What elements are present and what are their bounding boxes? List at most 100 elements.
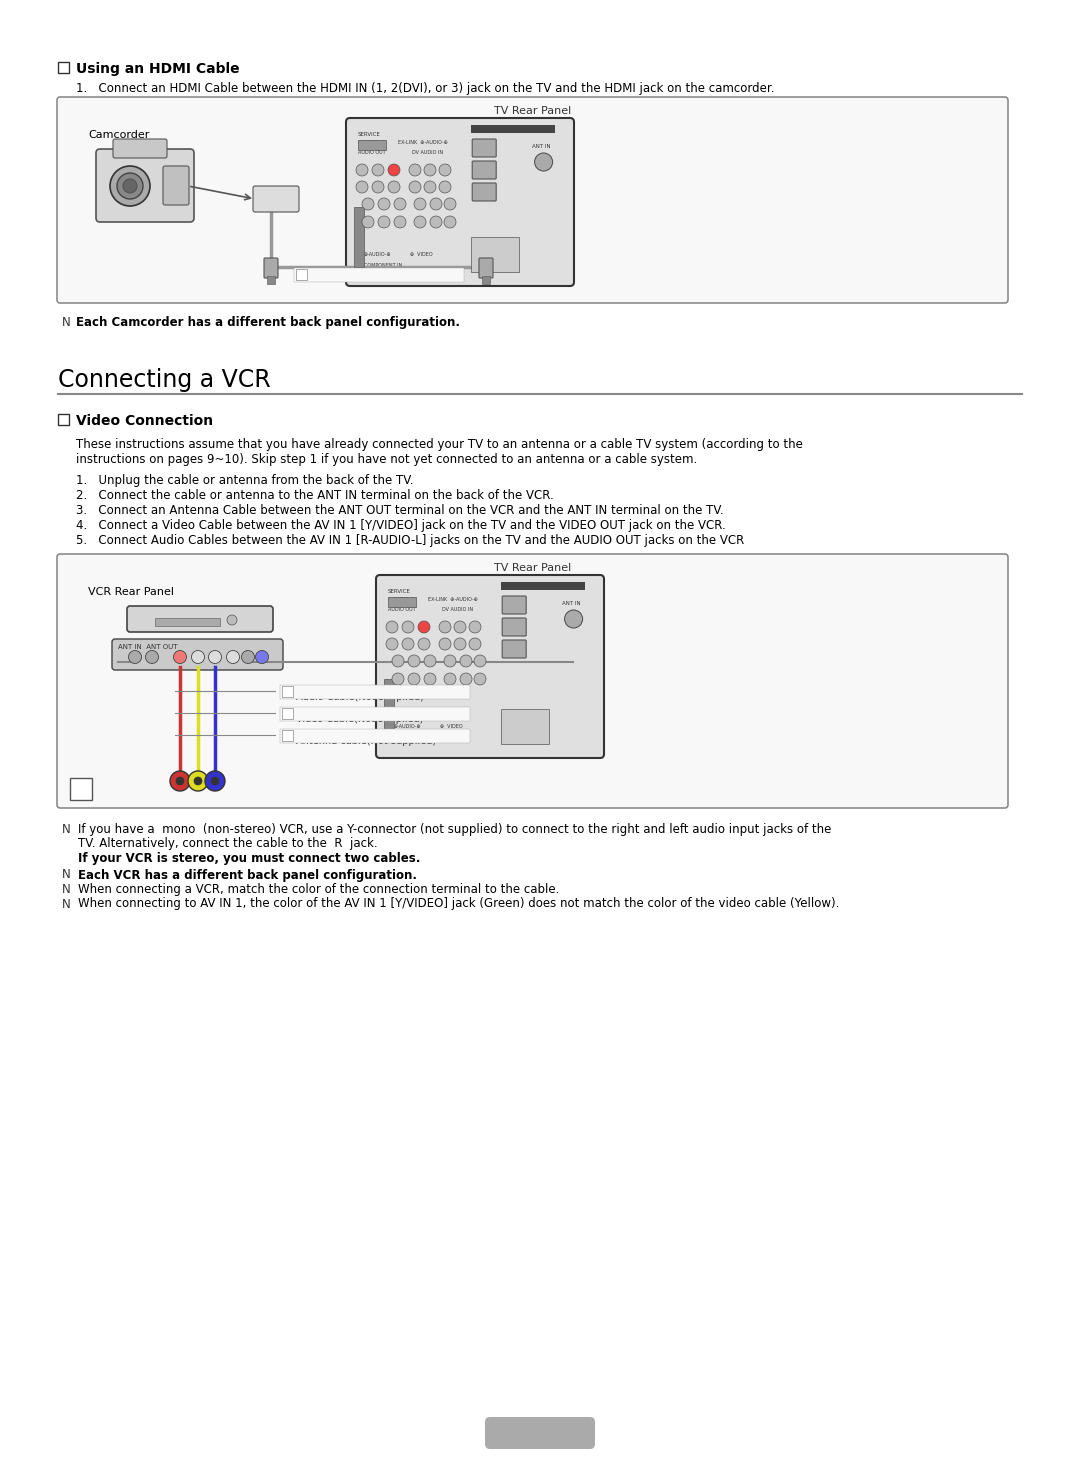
Circle shape xyxy=(378,199,390,210)
Circle shape xyxy=(176,777,184,785)
FancyBboxPatch shape xyxy=(480,258,492,279)
Circle shape xyxy=(362,216,374,228)
Text: (OPTICAL): (OPTICAL) xyxy=(504,729,525,734)
Circle shape xyxy=(402,637,414,651)
Text: Connecting a VCR: Connecting a VCR xyxy=(58,368,271,393)
Circle shape xyxy=(227,615,237,625)
Bar xyxy=(282,686,293,697)
Text: COMPONENT IN: COMPONENT IN xyxy=(364,262,403,268)
Text: ⊕-AUDIO-⊕: ⊕-AUDIO-⊕ xyxy=(357,139,386,145)
Text: 3.   Connect an Antenna Cable between the ANT OUT terminal on the VCR and the AN: 3. Connect an Antenna Cable between the … xyxy=(76,504,724,517)
Circle shape xyxy=(394,199,406,210)
Text: AUDIO OUT: AUDIO OUT xyxy=(357,150,386,156)
Text: SERVICE: SERVICE xyxy=(357,132,381,136)
Bar xyxy=(280,729,470,742)
Circle shape xyxy=(424,181,436,193)
Bar xyxy=(58,62,69,73)
Circle shape xyxy=(438,165,451,176)
Text: EX-LINK  ⊕-AUDIO-⊕: EX-LINK ⊕-AUDIO-⊕ xyxy=(399,139,448,145)
Circle shape xyxy=(129,651,141,664)
Circle shape xyxy=(414,216,426,228)
FancyBboxPatch shape xyxy=(57,96,1008,302)
Text: 4: 4 xyxy=(284,714,289,723)
Circle shape xyxy=(194,777,202,785)
Bar xyxy=(501,708,550,744)
Bar xyxy=(282,708,293,719)
Text: ⊕-AUDIO-⊕: ⊕-AUDIO-⊕ xyxy=(394,725,421,729)
Circle shape xyxy=(188,771,208,791)
Text: DIGITAL: DIGITAL xyxy=(505,713,521,717)
FancyBboxPatch shape xyxy=(472,182,496,202)
Text: These instructions assume that you have already connected your TV to an antenna : These instructions assume that you have … xyxy=(76,439,802,451)
Circle shape xyxy=(256,651,269,664)
Circle shape xyxy=(474,673,486,685)
Circle shape xyxy=(444,216,456,228)
Text: N: N xyxy=(62,868,71,882)
FancyBboxPatch shape xyxy=(127,606,273,631)
Text: HDMI: HDMI xyxy=(262,193,289,203)
Text: 2: 2 xyxy=(77,782,85,796)
Circle shape xyxy=(378,216,390,228)
Text: Antenna cable(Not supplied): Antenna cable(Not supplied) xyxy=(296,737,436,745)
Circle shape xyxy=(469,637,481,651)
Circle shape xyxy=(438,637,451,651)
FancyBboxPatch shape xyxy=(472,162,496,179)
Text: DV AUDIO IN: DV AUDIO IN xyxy=(411,150,443,156)
Circle shape xyxy=(205,771,225,791)
Circle shape xyxy=(454,637,465,651)
Text: AV
IN: AV IN xyxy=(386,704,392,714)
Text: 1: 1 xyxy=(299,271,305,280)
Circle shape xyxy=(392,673,404,685)
Circle shape xyxy=(211,777,219,785)
Text: N: N xyxy=(62,898,71,910)
Circle shape xyxy=(408,673,420,685)
Text: TV Rear Panel: TV Rear Panel xyxy=(494,563,571,574)
FancyBboxPatch shape xyxy=(112,639,283,670)
Circle shape xyxy=(438,621,451,633)
Text: 5.   Connect Audio Cables between the AV IN 1 [R-AUDIO-L] jacks on the TV and th: 5. Connect Audio Cables between the AV I… xyxy=(76,534,744,547)
Circle shape xyxy=(424,655,436,667)
FancyBboxPatch shape xyxy=(485,1417,595,1449)
Text: N: N xyxy=(62,316,71,329)
FancyBboxPatch shape xyxy=(346,119,573,286)
Text: (OPTICAL): (OPTICAL) xyxy=(474,256,495,261)
FancyBboxPatch shape xyxy=(502,596,526,614)
Bar xyxy=(384,679,394,740)
FancyBboxPatch shape xyxy=(163,166,189,205)
Circle shape xyxy=(460,673,472,685)
Circle shape xyxy=(386,621,399,633)
Circle shape xyxy=(430,216,442,228)
Text: If your VCR is stereo, you must connect two cables.: If your VCR is stereo, you must connect … xyxy=(78,852,420,865)
FancyBboxPatch shape xyxy=(96,150,194,222)
Text: 4.   Connect a Video Cable between the AV IN 1 [Y/VIDEO] jack on the TV and the : 4. Connect a Video Cable between the AV … xyxy=(76,519,726,532)
Text: 2.   Connect the cable or antenna to the ANT IN terminal on the back of the VCR.: 2. Connect the cable or antenna to the A… xyxy=(76,489,554,502)
Text: COMPONENT IN: COMPONENT IN xyxy=(394,735,432,740)
Text: ⊕-AUDIO-⊕: ⊕-AUDIO-⊕ xyxy=(388,597,416,602)
Circle shape xyxy=(110,166,150,206)
Text: N: N xyxy=(62,823,71,836)
Circle shape xyxy=(146,651,159,664)
Circle shape xyxy=(414,199,426,210)
Text: 5: 5 xyxy=(284,692,289,701)
Circle shape xyxy=(388,165,400,176)
FancyBboxPatch shape xyxy=(113,139,167,159)
Text: AUDIO OUT: AUDIO OUT xyxy=(503,722,526,725)
Circle shape xyxy=(386,637,399,651)
Circle shape xyxy=(117,173,143,199)
Circle shape xyxy=(409,181,421,193)
FancyBboxPatch shape xyxy=(502,618,526,636)
Circle shape xyxy=(356,165,368,176)
Text: ⊕  VIDEO: ⊕ VIDEO xyxy=(410,252,433,256)
Bar xyxy=(58,413,69,425)
Circle shape xyxy=(208,651,221,664)
FancyBboxPatch shape xyxy=(57,554,1008,808)
Circle shape xyxy=(392,655,404,667)
Text: Using an HDMI Cable: Using an HDMI Cable xyxy=(76,62,240,76)
Bar xyxy=(280,707,470,722)
Circle shape xyxy=(424,673,436,685)
Bar xyxy=(282,731,293,741)
Text: VCR Rear Panel: VCR Rear Panel xyxy=(87,587,174,597)
Circle shape xyxy=(444,673,456,685)
Circle shape xyxy=(372,181,384,193)
Text: ⊕  VIDEO: ⊕ VIDEO xyxy=(440,725,462,729)
